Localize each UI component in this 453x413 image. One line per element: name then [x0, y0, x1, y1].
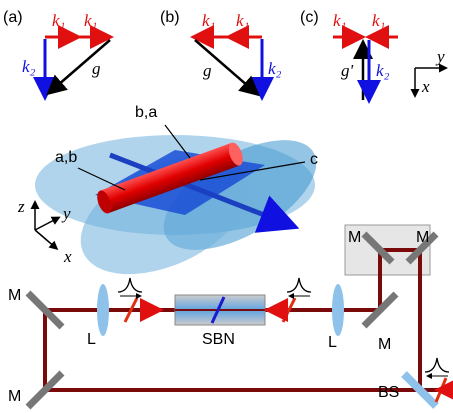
panel-a: (a) k₁ k₁ k₂ g — [3, 9, 110, 95]
k2-label: k₂ — [268, 59, 282, 78]
k2-label: k₂ — [22, 57, 36, 76]
lens — [97, 284, 109, 336]
axis — [35, 218, 58, 230]
mirror-label: M — [8, 287, 21, 304]
crystal-label: a,b — [55, 149, 77, 166]
arrow — [50, 40, 110, 92]
crystal-label: c — [310, 151, 318, 168]
pulse-icon — [118, 278, 142, 292]
axis-label: x — [63, 247, 72, 266]
mirror-label: M — [378, 336, 391, 353]
lens-label: L — [87, 331, 96, 348]
lens — [332, 284, 344, 336]
k1-label: k₁ — [84, 11, 97, 30]
axis-label: y — [61, 204, 71, 223]
g-label: g — [203, 61, 212, 80]
diagram: (a) k₁ k₁ k₂ g (b) k₁ k₁ k₂ g (c) k₁ k₁ … — [0, 0, 453, 413]
g-label: g' — [341, 61, 354, 80]
mirror-label: M — [416, 229, 429, 246]
k1-label: k₁ — [372, 11, 385, 30]
mirror-label: M — [8, 388, 21, 405]
splitter-label: BS — [378, 384, 399, 401]
lens-label: L — [328, 334, 337, 351]
setup: M M M M M L L SBN BS — [8, 225, 453, 407]
panel-label: (a) — [3, 9, 23, 26]
mirror-label: M — [348, 229, 361, 246]
panel-c: (c) k₁ k₁ k₂ g' y x — [300, 9, 445, 100]
panel-label: (c) — [300, 9, 319, 26]
crystal-label: SBN — [202, 331, 235, 348]
g-label: g — [92, 59, 101, 78]
pulse-icon — [425, 358, 449, 372]
crystal-3d: a,b b,a c z y x — [17, 104, 334, 298]
crystal-label: b,a — [135, 104, 157, 121]
axis-label: x — [421, 77, 430, 96]
panel-b: (b) k₁ k₁ k₂ g — [160, 9, 282, 95]
axis-label: z — [17, 197, 25, 216]
pulse-icon — [287, 278, 311, 292]
axis — [35, 230, 56, 248]
axis-label: y — [435, 47, 445, 66]
k1-label: k₁ — [52, 11, 65, 30]
k1-label: k₁ — [333, 11, 346, 30]
k1-label: k₁ — [202, 11, 215, 30]
k2-label: k₂ — [376, 61, 390, 80]
k1-label: k₁ — [236, 11, 249, 30]
panel-label: (b) — [160, 9, 180, 26]
